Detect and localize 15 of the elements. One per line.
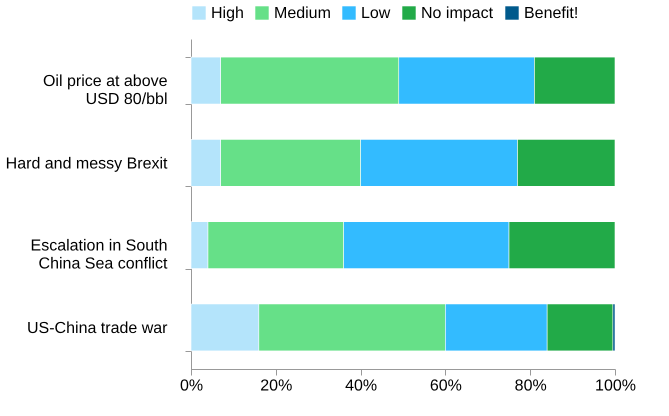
x-tick-label: 80% (514, 378, 547, 394)
y-tick-label: Oil price at above USD 80/bbl (42, 73, 168, 108)
x-tick-label: 100% (595, 378, 636, 394)
x-tick-label: 0% (180, 378, 204, 394)
legend-label: High (211, 5, 244, 22)
x-tick-label: 20% (260, 378, 292, 394)
legend-label: Medium (274, 5, 331, 22)
x-tick-label: 40% (345, 378, 378, 394)
y-tick-label: Escalation in South China Sea conflict (30, 238, 168, 273)
x-tick-label: 60% (430, 378, 462, 394)
y-tick-label: Hard and messy Brexit (6, 155, 168, 172)
legend-label: No impact (421, 5, 494, 22)
legend-label: Benefit! (524, 5, 578, 22)
legend-label: Low (361, 5, 391, 22)
y-tick-label: US-China trade war (27, 320, 168, 337)
